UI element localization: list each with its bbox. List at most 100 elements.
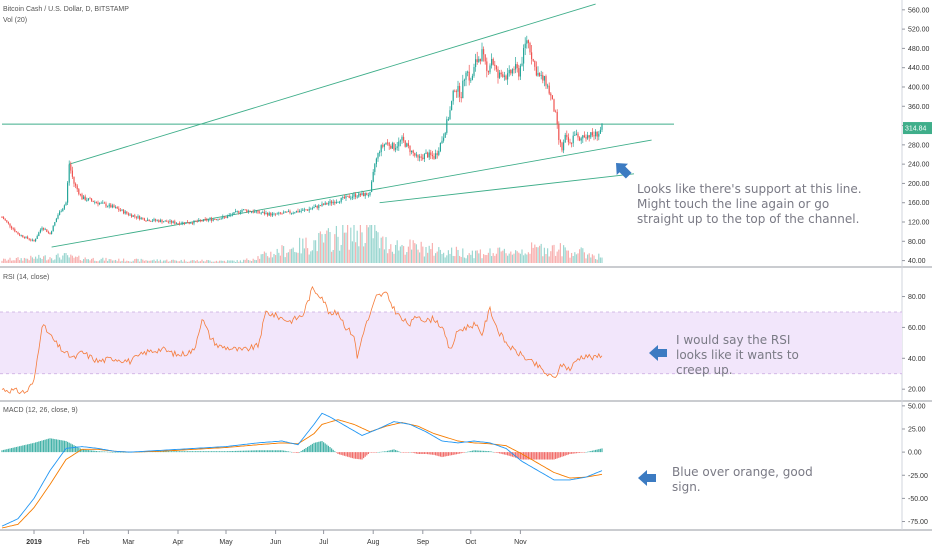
volume-bar (527, 252, 529, 263)
chart-title: Bitcoin Cash / U.S. Dollar, D, BITSTAMP (3, 6, 129, 13)
macd-histogram-bar (39, 441, 41, 453)
volume-bar (372, 238, 374, 263)
candle-body (571, 143, 573, 144)
candle-body (441, 140, 443, 144)
volume-bar (62, 255, 64, 263)
macd-histogram-bar (385, 451, 387, 453)
macd-histogram-bar (371, 452, 373, 453)
candle-body (318, 205, 320, 208)
candle-body (361, 193, 363, 196)
volume-bar (412, 240, 414, 263)
volume-bar (276, 248, 278, 263)
macd-histogram-bar (305, 447, 307, 453)
macd-histogram-bar (558, 452, 560, 458)
macd-histogram-bar (409, 452, 411, 453)
volume-bar (374, 225, 376, 263)
candle-body (147, 219, 149, 221)
candle-body (529, 43, 531, 53)
candle-body (308, 208, 310, 211)
macd-histogram-bar (185, 451, 187, 453)
candle-body (75, 183, 77, 186)
volume-bar (342, 225, 344, 263)
candle-body (159, 220, 161, 222)
macd-histogram-bar (222, 451, 224, 453)
candle-body (118, 208, 120, 211)
candle-body (76, 185, 78, 190)
macd-histogram-bar (278, 450, 280, 453)
volume-bar (286, 252, 288, 263)
volume-bar (158, 261, 160, 263)
candle-body (271, 213, 273, 216)
volume-bar (60, 259, 62, 263)
macd-histogram-bar (78, 447, 80, 453)
candle-body (289, 211, 291, 214)
candle-body (295, 210, 297, 213)
volume-bar (436, 251, 438, 263)
candle-body (423, 153, 425, 159)
volume-bar (577, 253, 579, 263)
volume-bar (558, 249, 560, 263)
macd-histogram-bar (499, 452, 501, 454)
macd-histogram-bar (566, 452, 568, 456)
macd-histogram-bar (404, 452, 406, 453)
macd-histogram-bar (361, 452, 363, 460)
macd-histogram-bar (254, 450, 256, 453)
candle-body (233, 211, 235, 215)
candle-body (134, 215, 136, 217)
macd-histogram-bar (25, 444, 27, 453)
macd-histogram-bar (311, 443, 313, 453)
volume-bar (447, 250, 449, 263)
candle-body (454, 90, 456, 92)
candle-body (540, 75, 542, 76)
candle-body (291, 212, 293, 214)
volume-bar (452, 255, 454, 263)
macd-histogram-bar (563, 452, 565, 457)
candle-body (55, 218, 57, 223)
volume-bar (564, 247, 566, 263)
volume-bar (59, 257, 61, 263)
volume-bar (6, 260, 8, 263)
volume-bar (169, 261, 171, 263)
macd-histogram-bar (359, 452, 361, 460)
volume-bar (316, 251, 318, 263)
macd-histogram-bar (283, 450, 285, 453)
volume-bar (212, 261, 214, 263)
macd-histogram-bar (71, 444, 73, 453)
volume-bar (463, 257, 465, 263)
volume-bar (377, 232, 379, 263)
candle-body (9, 223, 11, 227)
candle-body (503, 75, 505, 77)
macd-histogram-bar (111, 452, 113, 453)
macd-histogram-bar (497, 452, 499, 454)
candle-body (140, 217, 142, 220)
candle-body (6, 220, 8, 222)
volume-bar (369, 225, 371, 263)
candle-body (427, 152, 429, 158)
volume-bar (508, 253, 510, 263)
candle-body (339, 201, 341, 203)
candle-body (275, 213, 277, 215)
volume-bar (303, 248, 305, 263)
volume-bar (601, 257, 603, 263)
volume-bar (315, 240, 317, 263)
candle-body (470, 79, 472, 81)
macd-histogram-bar (76, 446, 78, 453)
candle-body (404, 140, 406, 147)
volume-bar (476, 250, 478, 263)
macd-histogram-bar (67, 441, 69, 453)
volume-bar (284, 257, 286, 263)
macd-histogram-bar (350, 452, 352, 458)
macd-histogram-bar (263, 450, 265, 453)
volume-bar (399, 246, 401, 263)
macd-histogram-bar (15, 446, 17, 453)
volume-bar (371, 225, 373, 263)
macd-histogram-bar (14, 447, 16, 453)
macd-histogram-bar (508, 452, 510, 456)
candle-body (7, 221, 9, 224)
macd-histogram-bar (428, 452, 430, 455)
volume-bar (161, 261, 163, 263)
macd-histogram-bar (588, 451, 590, 453)
candle-body (28, 238, 30, 240)
price-tick-label: 160.00 (908, 200, 930, 207)
